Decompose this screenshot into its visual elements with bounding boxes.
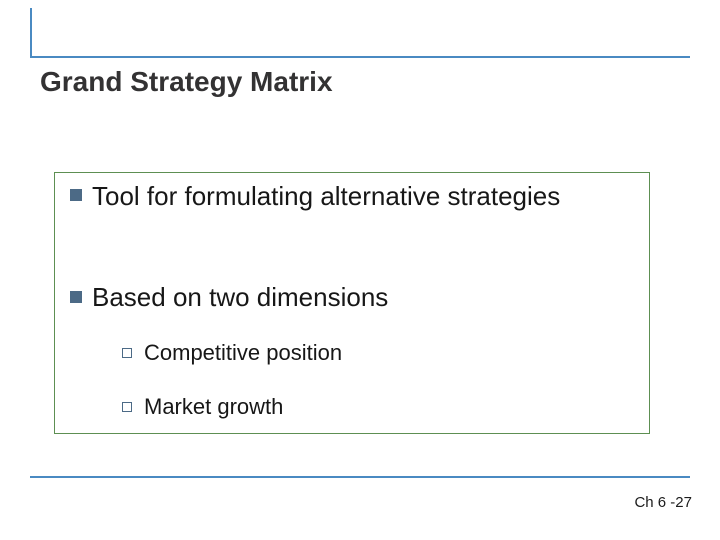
bullet-1-text: Tool for formulating alternative strateg… <box>92 180 560 212</box>
open-square-bullet-icon <box>122 402 132 412</box>
bullet-2-text: Based on two dimensions <box>92 282 388 313</box>
sub-bullet-1-text: Competitive position <box>144 340 342 366</box>
top-rule-vertical <box>30 8 32 58</box>
open-square-bullet-icon <box>122 348 132 358</box>
top-rule-horizontal <box>30 56 690 58</box>
bullet-item-2: Based on two dimensions <box>70 282 388 313</box>
sub-bullet-2-text: Market growth <box>144 394 283 420</box>
sub-bullet-2: Market growth <box>122 394 283 420</box>
square-bullet-icon <box>70 291 82 303</box>
slide-title: Grand Strategy Matrix <box>40 66 333 98</box>
square-bullet-icon <box>70 189 82 201</box>
sub-bullet-1: Competitive position <box>122 340 342 366</box>
bullet-item-1: Tool for formulating alternative strateg… <box>70 180 610 212</box>
bottom-rule <box>30 476 690 478</box>
slide: Grand Strategy Matrix Tool for formulati… <box>0 0 720 540</box>
slide-footer: Ch 6 -27 <box>634 494 692 511</box>
